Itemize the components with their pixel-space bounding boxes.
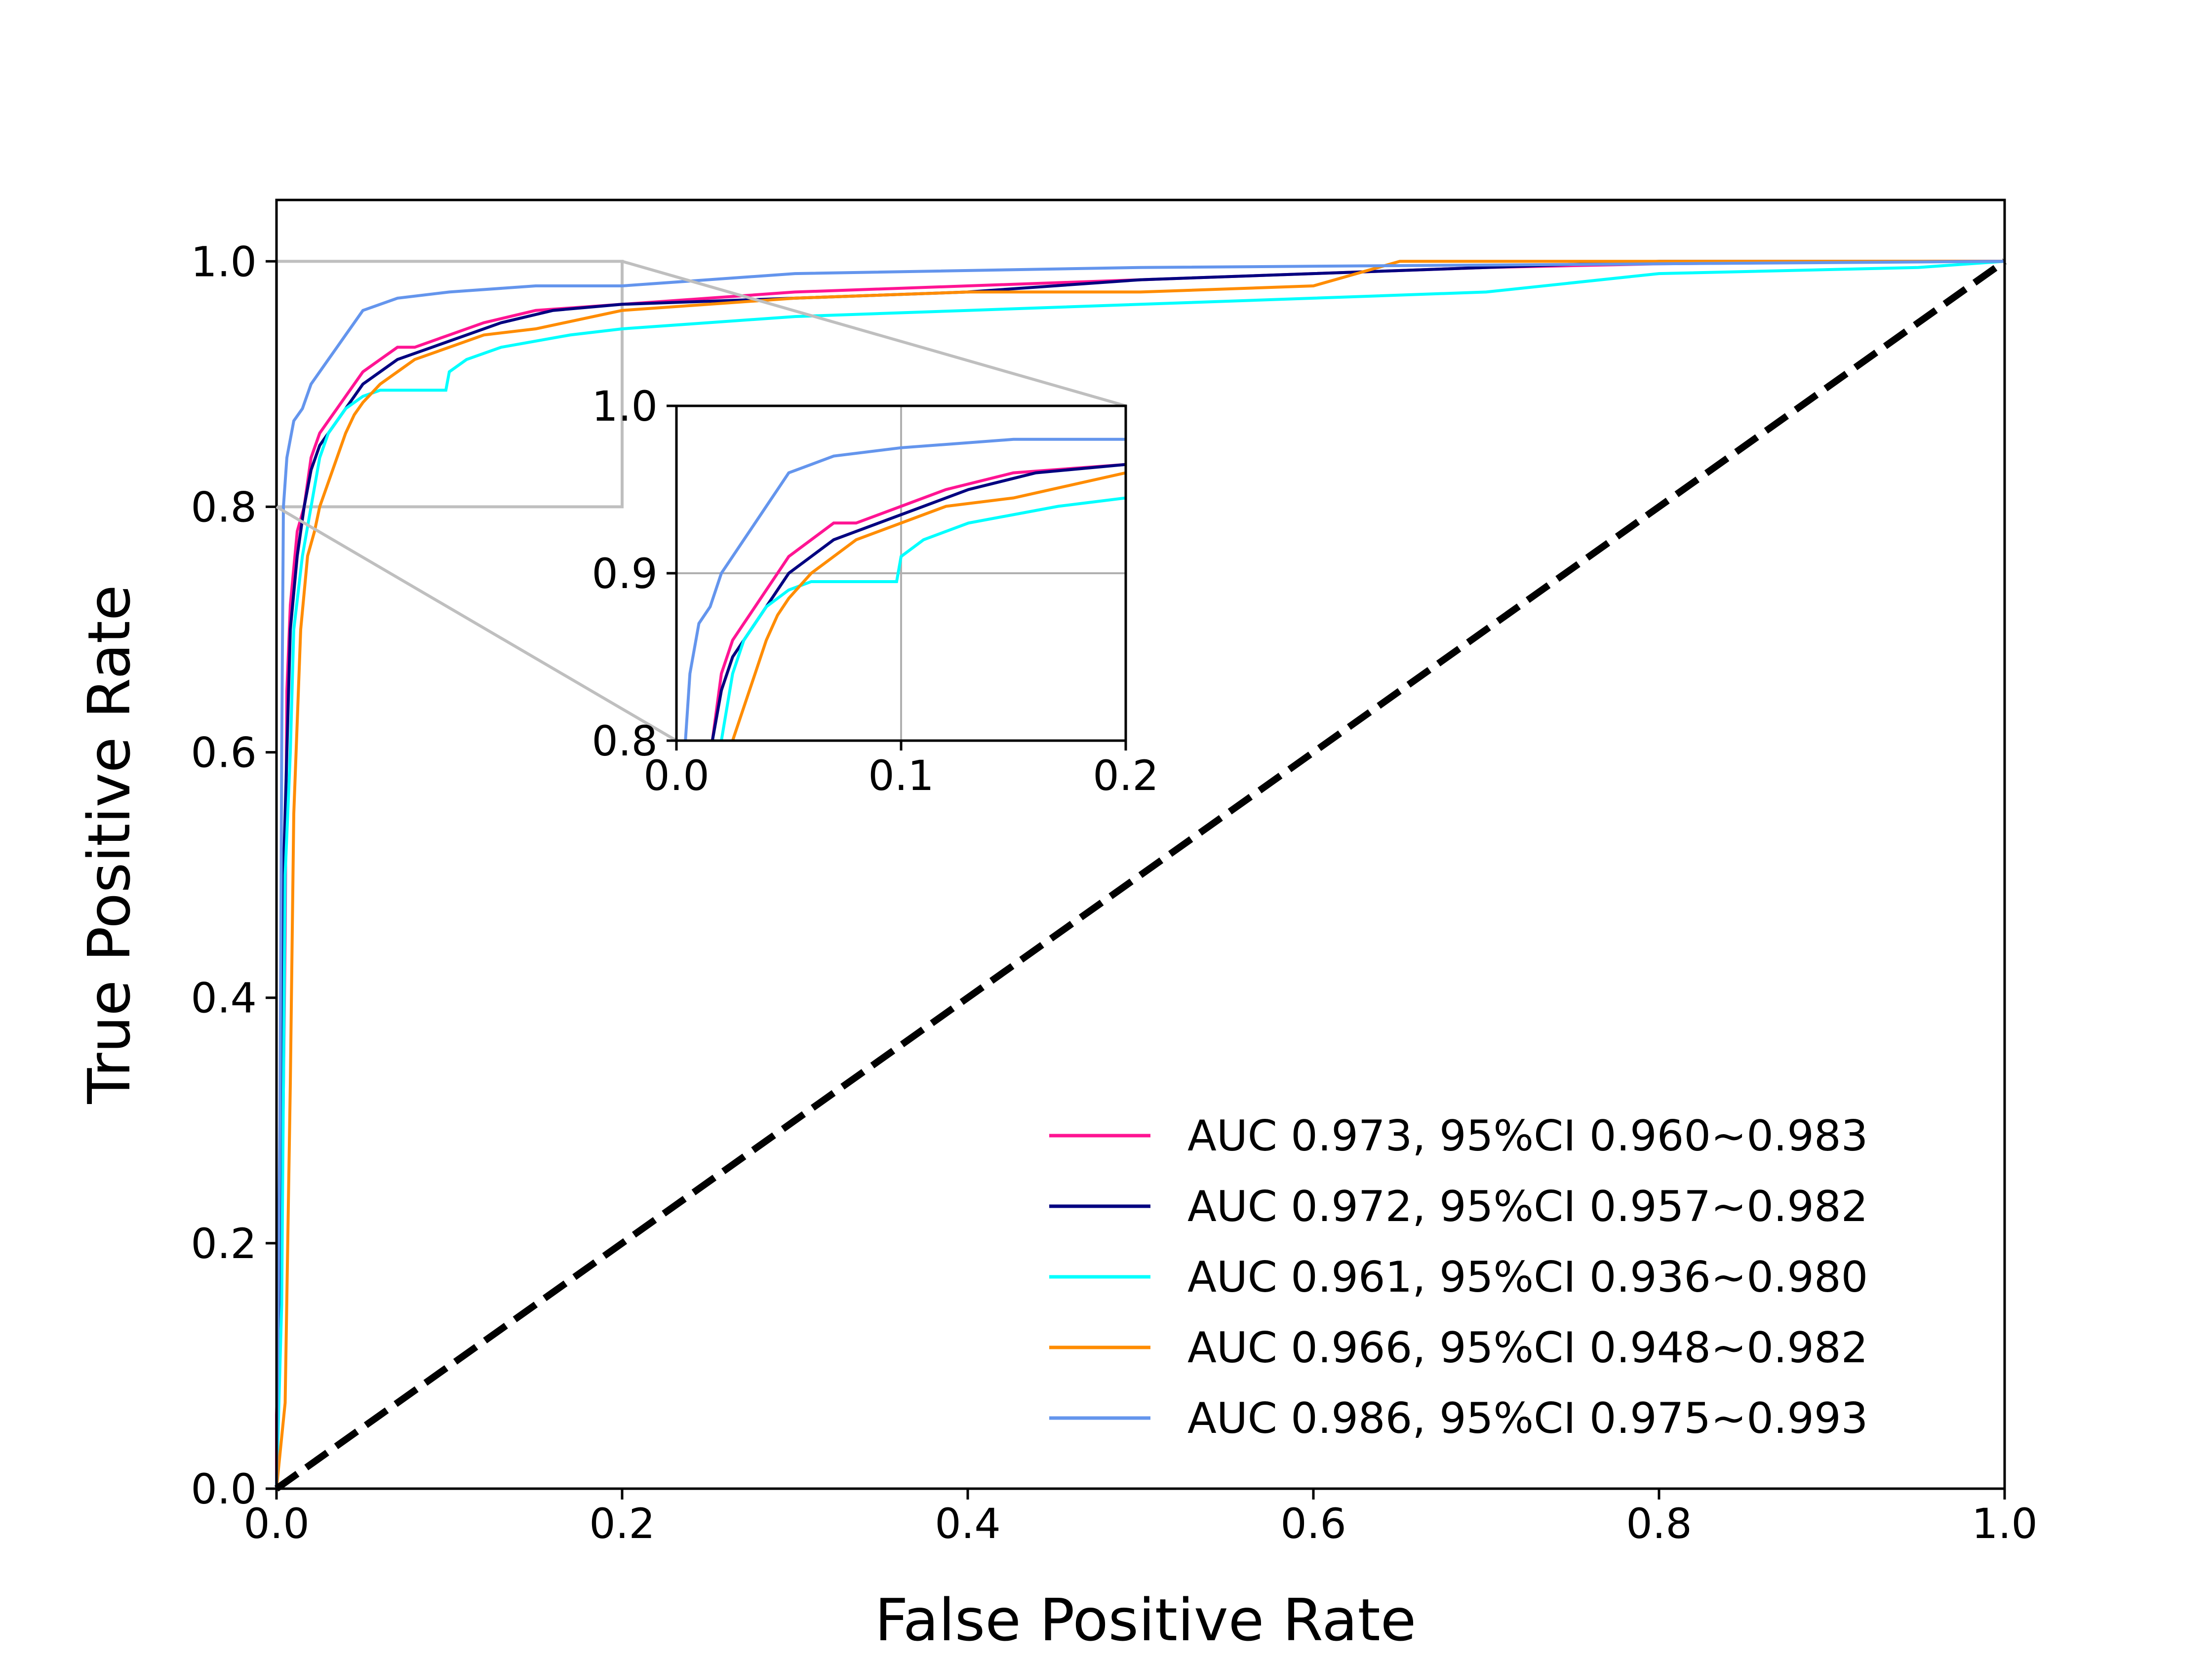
inset-plot-area: 0.0 0.1 0.2 0.8 0.9 1.0: [276, 260, 1159, 800]
legend-label-1: AUC 0.973, 95%CI 0.960~0.983: [1187, 1111, 1868, 1161]
main-axes-frame: [275, 198, 2006, 1490]
y-tick-label: 0.4: [191, 974, 257, 1023]
x-tick-label: 0.2: [589, 1500, 655, 1548]
y-tick-label: 0.6: [191, 729, 257, 777]
x-tick-label: 0.0: [243, 1500, 310, 1548]
inset-x-tick-label: 0.0: [643, 751, 710, 800]
legend: AUC 0.973, 95%CI 0.960~0.983 AUC 0.972, 9…: [1049, 1111, 1868, 1443]
y-tick-label: 0.8: [191, 483, 257, 531]
inset-roc-curve-4: [731, 471, 1126, 741]
y-tick-label: 0.0: [191, 1465, 257, 1513]
x-tick-label: 1.0: [1972, 1500, 2038, 1548]
zoom-connector-bottom: [276, 505, 677, 742]
x-tick-label: 0.6: [1280, 1500, 1346, 1548]
inset-x-tick-label: 0.1: [868, 751, 934, 800]
y-axis-title: True Positive Rate: [75, 585, 143, 1104]
inset-curves: [684, 437, 1126, 741]
inset-y-tick-label: 0.8: [592, 717, 658, 765]
roc-curve-4: [275, 260, 2005, 1489]
inset-x-tick-label: 0.2: [1093, 751, 1159, 800]
inset-roc-curve-5: [684, 437, 1126, 741]
legend-label-2: AUC 0.972, 95%CI 0.957~0.982: [1187, 1182, 1868, 1231]
main-plot-area: 0.0 0.2 0.4 0.6 0.8 1.0 0.0 0.2 0.4 0.6 0.8 1.0: [191, 198, 2038, 1548]
inset-roc-curve-3: [719, 496, 1126, 741]
inset-y-tick-label: 0.9: [592, 550, 658, 598]
legend-label-4: AUC 0.966, 95%CI 0.948~0.982: [1187, 1323, 1868, 1373]
legend-label-3: AUC 0.961, 95%CI 0.936~0.980: [1187, 1253, 1868, 1302]
x-tick-label: 0.4: [935, 1500, 1001, 1548]
roc-curve-5: [275, 260, 2005, 1489]
inset-roc-curve-1: [711, 463, 1126, 741]
inset-roc-curve-2: [711, 463, 1126, 741]
roc-curve-2: [275, 260, 2005, 1489]
main-curves: [275, 260, 2005, 1489]
legend-label-5: AUC 0.986, 95%CI 0.975~0.993: [1187, 1394, 1868, 1443]
x-tick-label: 0.8: [1626, 1500, 1692, 1548]
zoom-connector-top: [622, 260, 1126, 407]
inset-y-tick-label: 1.0: [592, 382, 658, 431]
y-tick-label: 1.0: [191, 237, 257, 286]
roc-curve-3: [275, 260, 2005, 1489]
chance-diagonal-line: [274, 258, 2007, 1492]
x-axis-title: False Positive Rate: [875, 1586, 1417, 1654]
y-tick-label: 0.2: [191, 1220, 257, 1268]
